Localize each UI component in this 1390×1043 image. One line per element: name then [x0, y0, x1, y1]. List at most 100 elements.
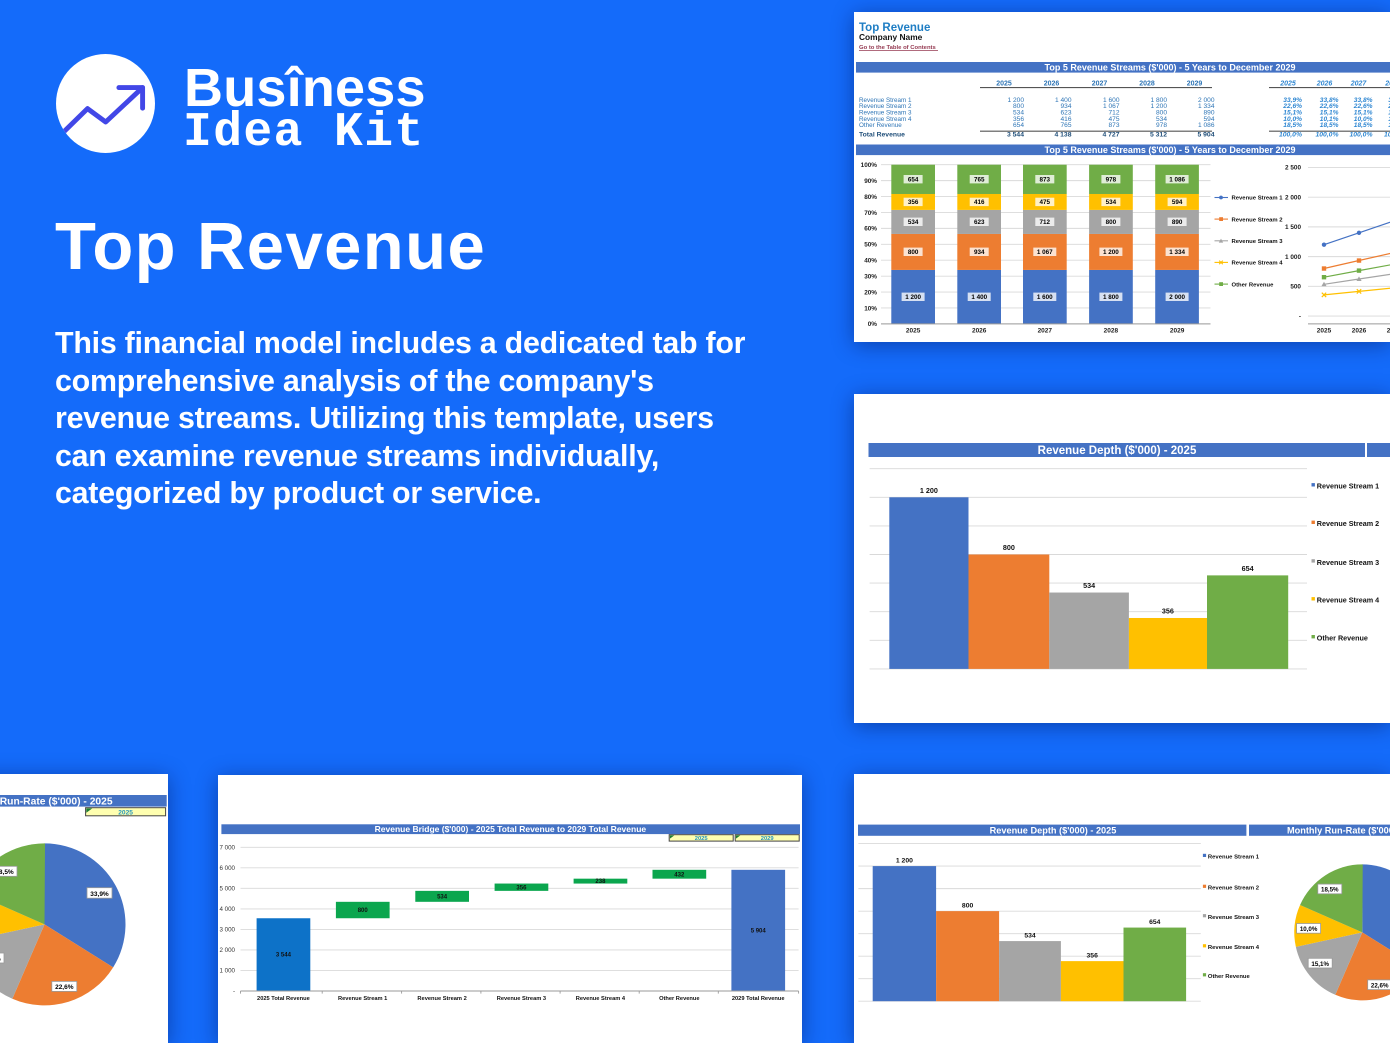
svg-text:1 086: 1 086: [1198, 122, 1215, 129]
svg-text:7 000: 7 000: [220, 844, 236, 851]
svg-text:534: 534: [1024, 933, 1036, 940]
svg-text:416: 416: [974, 199, 985, 206]
svg-text:1 200: 1 200: [1103, 249, 1119, 256]
svg-text:15,1%: 15,1%: [0, 956, 1, 963]
svg-text:654: 654: [908, 176, 919, 183]
svg-text:978: 978: [1106, 176, 1117, 183]
svg-text:5 904: 5 904: [1197, 131, 1214, 138]
svg-text:3 000: 3 000: [220, 927, 236, 934]
svg-text:2025: 2025: [118, 809, 133, 816]
svg-text:534: 534: [1083, 581, 1095, 590]
svg-text:10,0%: 10,0%: [1354, 116, 1373, 123]
svg-text:10,1%: 10,1%: [1320, 116, 1339, 123]
svg-text:5 000: 5 000: [220, 886, 236, 893]
svg-text:22,6%: 22,6%: [1371, 982, 1389, 989]
svg-text:2029: 2029: [1187, 81, 1203, 88]
svg-text:2026: 2026: [1044, 81, 1060, 88]
svg-text:20%: 20%: [864, 289, 877, 296]
svg-text:Revenue Stream 4: Revenue Stream 4: [576, 996, 626, 1002]
svg-text:2 000: 2 000: [1198, 97, 1215, 104]
svg-text:654: 654: [1013, 122, 1024, 129]
svg-text:2 000: 2 000: [1169, 294, 1185, 301]
svg-text:432: 432: [674, 872, 685, 878]
svg-text:2026: 2026: [1352, 327, 1367, 334]
svg-text:Revenue Stream 2: Revenue Stream 2: [859, 103, 912, 110]
svg-text:800: 800: [358, 908, 369, 914]
svg-text:2029: 2029: [1170, 327, 1185, 334]
svg-text:712: 712: [1040, 219, 1051, 226]
svg-text:3 544: 3 544: [1007, 131, 1024, 138]
svg-text:33,9%: 33,9%: [1388, 97, 1390, 104]
svg-text:2025: 2025: [1279, 81, 1296, 88]
svg-text:356: 356: [1162, 607, 1174, 616]
svg-text:Other Revenue: Other Revenue: [1232, 282, 1275, 288]
svg-text:Top Revenue: Top Revenue: [859, 22, 930, 34]
svg-text:1 067: 1 067: [1103, 103, 1120, 110]
svg-text:18,5%: 18,5%: [1283, 122, 1302, 129]
svg-text:22,6%: 22,6%: [1282, 103, 1302, 110]
svg-text:Revenue Stream 3: Revenue Stream 3: [497, 996, 546, 1002]
svg-text:Total Revenue: Total Revenue: [859, 131, 905, 138]
svg-text:2028: 2028: [1139, 81, 1155, 88]
svg-text:90%: 90%: [864, 178, 877, 185]
svg-text:18,5%: 18,5%: [1320, 122, 1339, 129]
svg-text:Company Name: Company Name: [859, 32, 923, 42]
svg-text:1 600: 1 600: [1103, 97, 1120, 104]
svg-text:Other Revenue: Other Revenue: [659, 996, 699, 1002]
svg-text:623: 623: [974, 219, 985, 226]
svg-text:10%: 10%: [864, 305, 877, 312]
svg-text:5 904: 5 904: [751, 929, 767, 935]
svg-text:2 000: 2 000: [220, 947, 236, 954]
svg-text:Monthly Run-Rate ($'000) - 202: Monthly Run-Rate ($'000) - 2025: [0, 797, 113, 808]
svg-text:2027: 2027: [1387, 327, 1390, 334]
svg-text:Revenue Stream 1: Revenue Stream 1: [1232, 196, 1284, 202]
svg-text:100,0%: 100,0%: [1384, 131, 1390, 138]
svg-text:22,6%: 22,6%: [1353, 103, 1373, 110]
svg-text:2025: 2025: [906, 327, 921, 334]
svg-text:3 544: 3 544: [276, 953, 292, 959]
svg-text:100,0%: 100,0%: [1279, 131, 1302, 138]
svg-text:10,0%: 10,0%: [1283, 116, 1302, 123]
svg-text:475: 475: [1040, 199, 1051, 206]
svg-text:Revenue Stream 4: Revenue Stream 4: [859, 116, 912, 123]
svg-text:1 067: 1 067: [1037, 249, 1053, 256]
svg-text:Revenue Stream 2: Revenue Stream 2: [1317, 519, 1379, 528]
svg-text:2029 Total Revenue: 2029 Total Revenue: [732, 996, 785, 1002]
svg-text:1 200: 1 200: [1150, 103, 1167, 110]
svg-text:654: 654: [1149, 919, 1161, 926]
svg-text:712: 712: [1108, 110, 1119, 117]
svg-text:4 138: 4 138: [1054, 131, 1071, 138]
svg-text:356: 356: [1087, 953, 1099, 960]
svg-text:800: 800: [1013, 103, 1024, 110]
svg-text:890: 890: [1172, 219, 1183, 226]
svg-text:80%: 80%: [864, 194, 877, 201]
svg-text:873: 873: [1040, 176, 1051, 183]
svg-text:475: 475: [1108, 116, 1119, 123]
svg-text:18,5%: 18,5%: [1321, 887, 1339, 894]
svg-text:Revenue Stream 4: Revenue Stream 4: [1208, 945, 1260, 951]
svg-text:534: 534: [1013, 110, 1024, 117]
svg-text:1 200: 1 200: [920, 486, 938, 495]
svg-text:356: 356: [908, 199, 919, 206]
svg-text:2025 Total Revenue: 2025 Total Revenue: [257, 996, 310, 1002]
svg-text:356: 356: [516, 885, 527, 891]
svg-text:2025: 2025: [996, 81, 1012, 88]
svg-text:800: 800: [908, 249, 919, 256]
svg-text:Revenue Stream 1: Revenue Stream 1: [1317, 482, 1379, 491]
svg-text:18,5%: 18,5%: [0, 869, 14, 876]
svg-text:934: 934: [1060, 103, 1071, 110]
svg-text:60%: 60%: [864, 226, 877, 233]
svg-text:22,6%: 22,6%: [1387, 103, 1390, 110]
svg-text:18,4%: 18,4%: [1388, 122, 1390, 129]
svg-text:1 400: 1 400: [971, 294, 987, 301]
svg-text:2028: 2028: [1384, 81, 1390, 88]
svg-text:594: 594: [1203, 116, 1214, 123]
svg-text:40%: 40%: [864, 258, 877, 265]
svg-text:Revenue Stream 1: Revenue Stream 1: [859, 97, 912, 104]
svg-text:Revenue Stream 1: Revenue Stream 1: [1208, 855, 1260, 861]
svg-text:238: 238: [595, 879, 606, 885]
svg-text:4 000: 4 000: [220, 906, 236, 913]
svg-text:100,0%: 100,0%: [1349, 131, 1372, 138]
svg-text:Other Revenue: Other Revenue: [1317, 634, 1368, 643]
svg-text:500: 500: [1290, 284, 1301, 291]
